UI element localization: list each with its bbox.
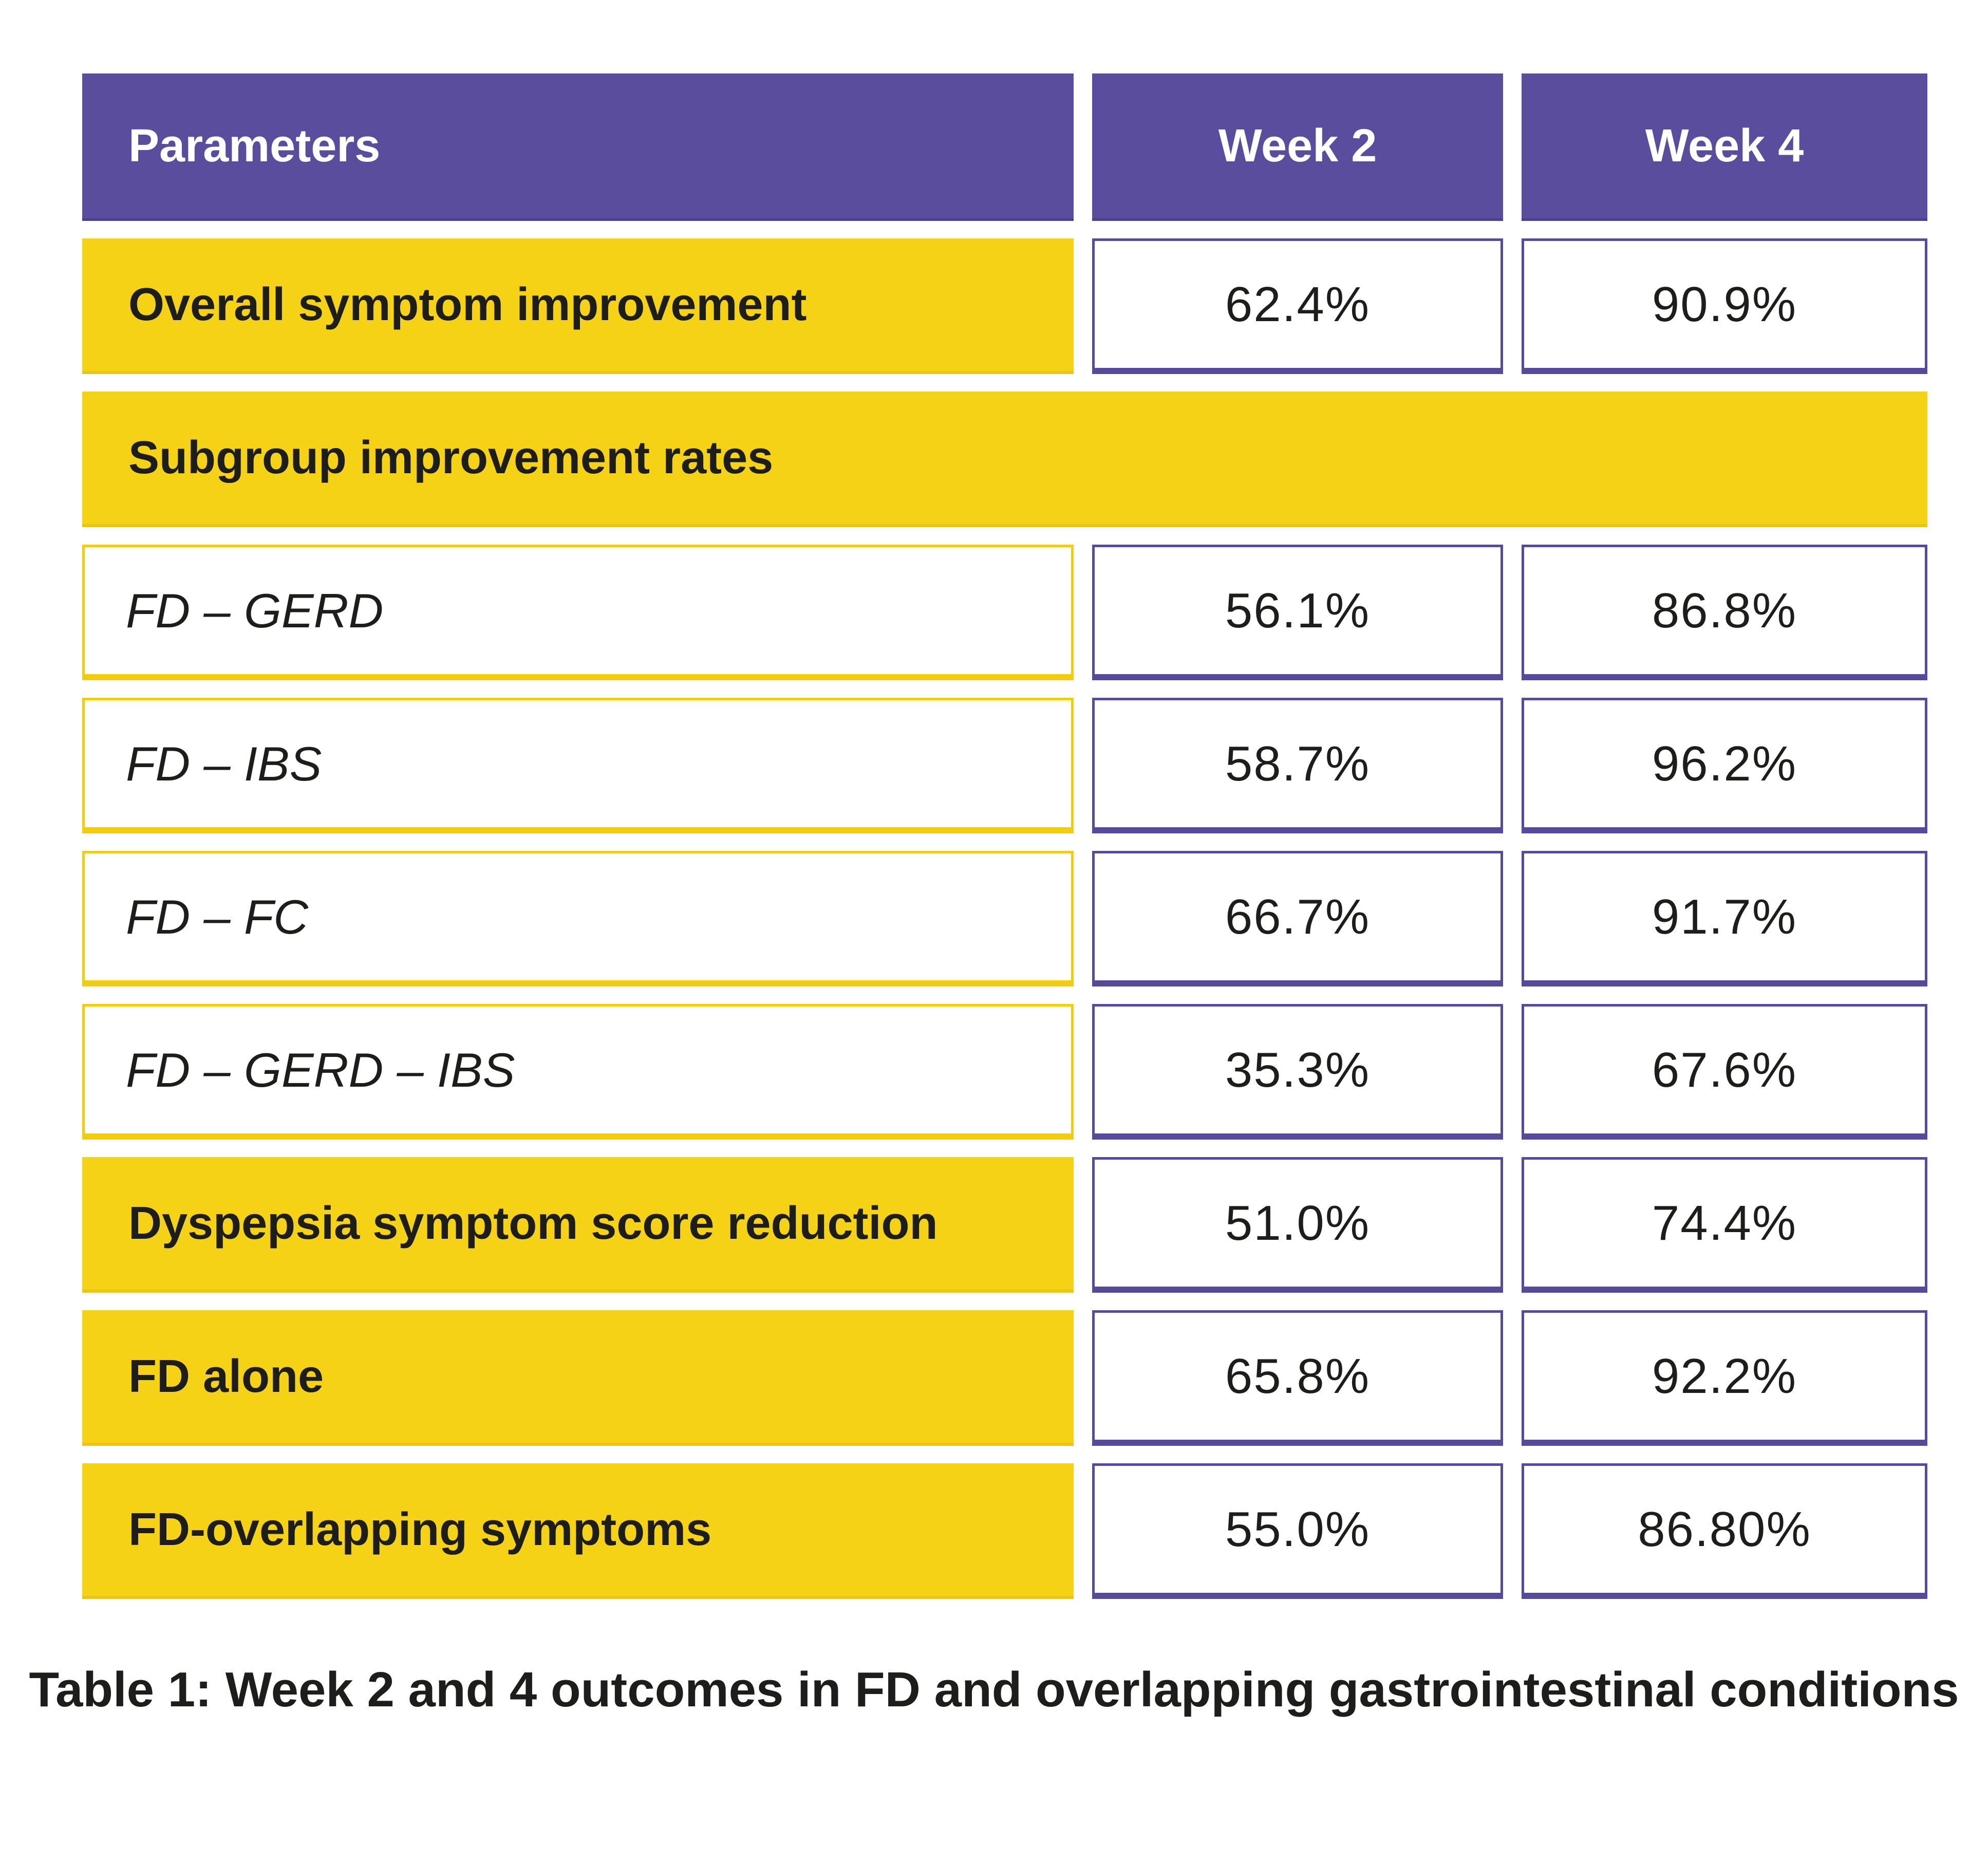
row-label-fd-gerd-ibs: FD – GERD – IBS xyxy=(82,1004,1074,1140)
section-header-subgroup-improvement-rates: Subgroup improvement rates xyxy=(82,392,1927,527)
row-label-fd-alone: FD alone xyxy=(82,1310,1074,1446)
row-label-overall-symptom-improvement: Overall symptom improvement xyxy=(82,238,1074,374)
week2-value-fd-ibs: 58.7% xyxy=(1092,698,1503,833)
week2-value-fd-gerd: 56.1% xyxy=(1092,545,1503,680)
column-header-week4: Week 4 xyxy=(1522,73,1927,221)
column-header-week2: Week 2 xyxy=(1092,73,1503,221)
week2-value-overall: 62.4% xyxy=(1092,238,1503,374)
week2-value-fd-alone: 65.8% xyxy=(1092,1310,1503,1446)
page: Parameters Week 2 Week 4 Overall symptom… xyxy=(0,73,1988,1718)
week4-value-fd-fc: 91.7% xyxy=(1522,851,1927,987)
outcomes-table: Parameters Week 2 Week 4 Overall symptom… xyxy=(82,73,1988,1599)
week4-value-dyspepsia: 74.4% xyxy=(1522,1157,1927,1293)
row-label-fd-ibs: FD – IBS xyxy=(82,698,1074,833)
column-header-parameters: Parameters xyxy=(82,73,1074,221)
week2-value-fd-overlapping: 55.0% xyxy=(1092,1463,1503,1599)
table-caption: Table 1: Week 2 and 4 outcomes in FD and… xyxy=(29,1662,1959,1717)
row-label-fd-gerd: FD – GERD xyxy=(82,545,1074,680)
week4-value-fd-alone: 92.2% xyxy=(1522,1310,1927,1446)
week4-value-fd-gerd: 86.8% xyxy=(1522,545,1927,680)
row-label-fd-overlapping-symptoms: FD-overlapping symptoms xyxy=(82,1463,1074,1599)
week2-value-fd-gerd-ibs: 35.3% xyxy=(1092,1004,1503,1140)
week4-value-fd-ibs: 96.2% xyxy=(1522,698,1927,833)
week4-value-fd-gerd-ibs: 67.6% xyxy=(1522,1004,1927,1140)
row-label-dyspepsia-score-reduction: Dyspepsia symptom score reduction xyxy=(82,1157,1074,1293)
week2-value-fd-fc: 66.7% xyxy=(1092,851,1503,987)
row-label-fd-fc: FD – FC xyxy=(82,851,1074,987)
week2-value-dyspepsia: 51.0% xyxy=(1092,1157,1503,1293)
week4-value-fd-overlapping: 86.80% xyxy=(1522,1463,1927,1599)
week4-value-overall: 90.9% xyxy=(1522,238,1927,374)
